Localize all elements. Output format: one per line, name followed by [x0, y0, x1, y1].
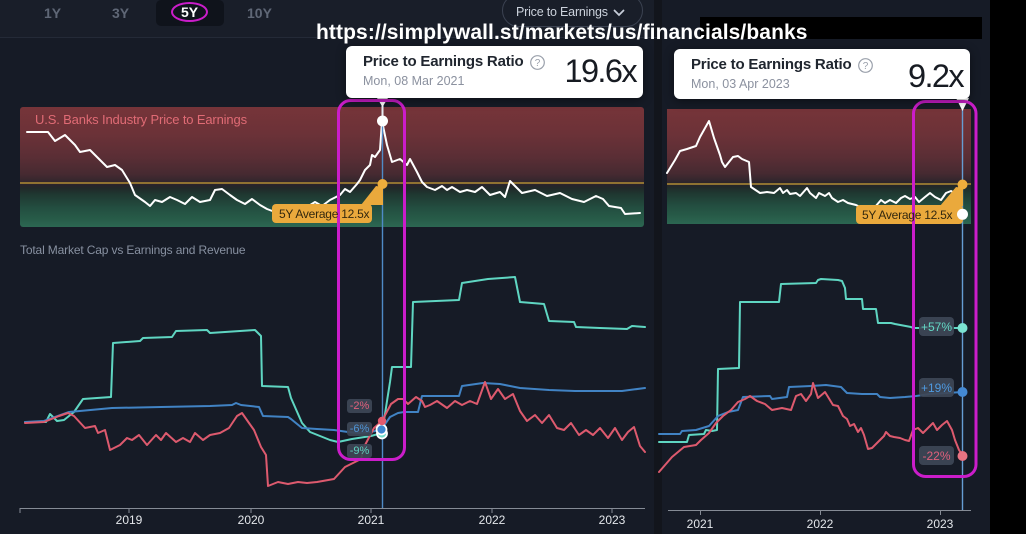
svg-text:?: ? [535, 58, 541, 69]
svg-text:?: ? [863, 61, 869, 72]
